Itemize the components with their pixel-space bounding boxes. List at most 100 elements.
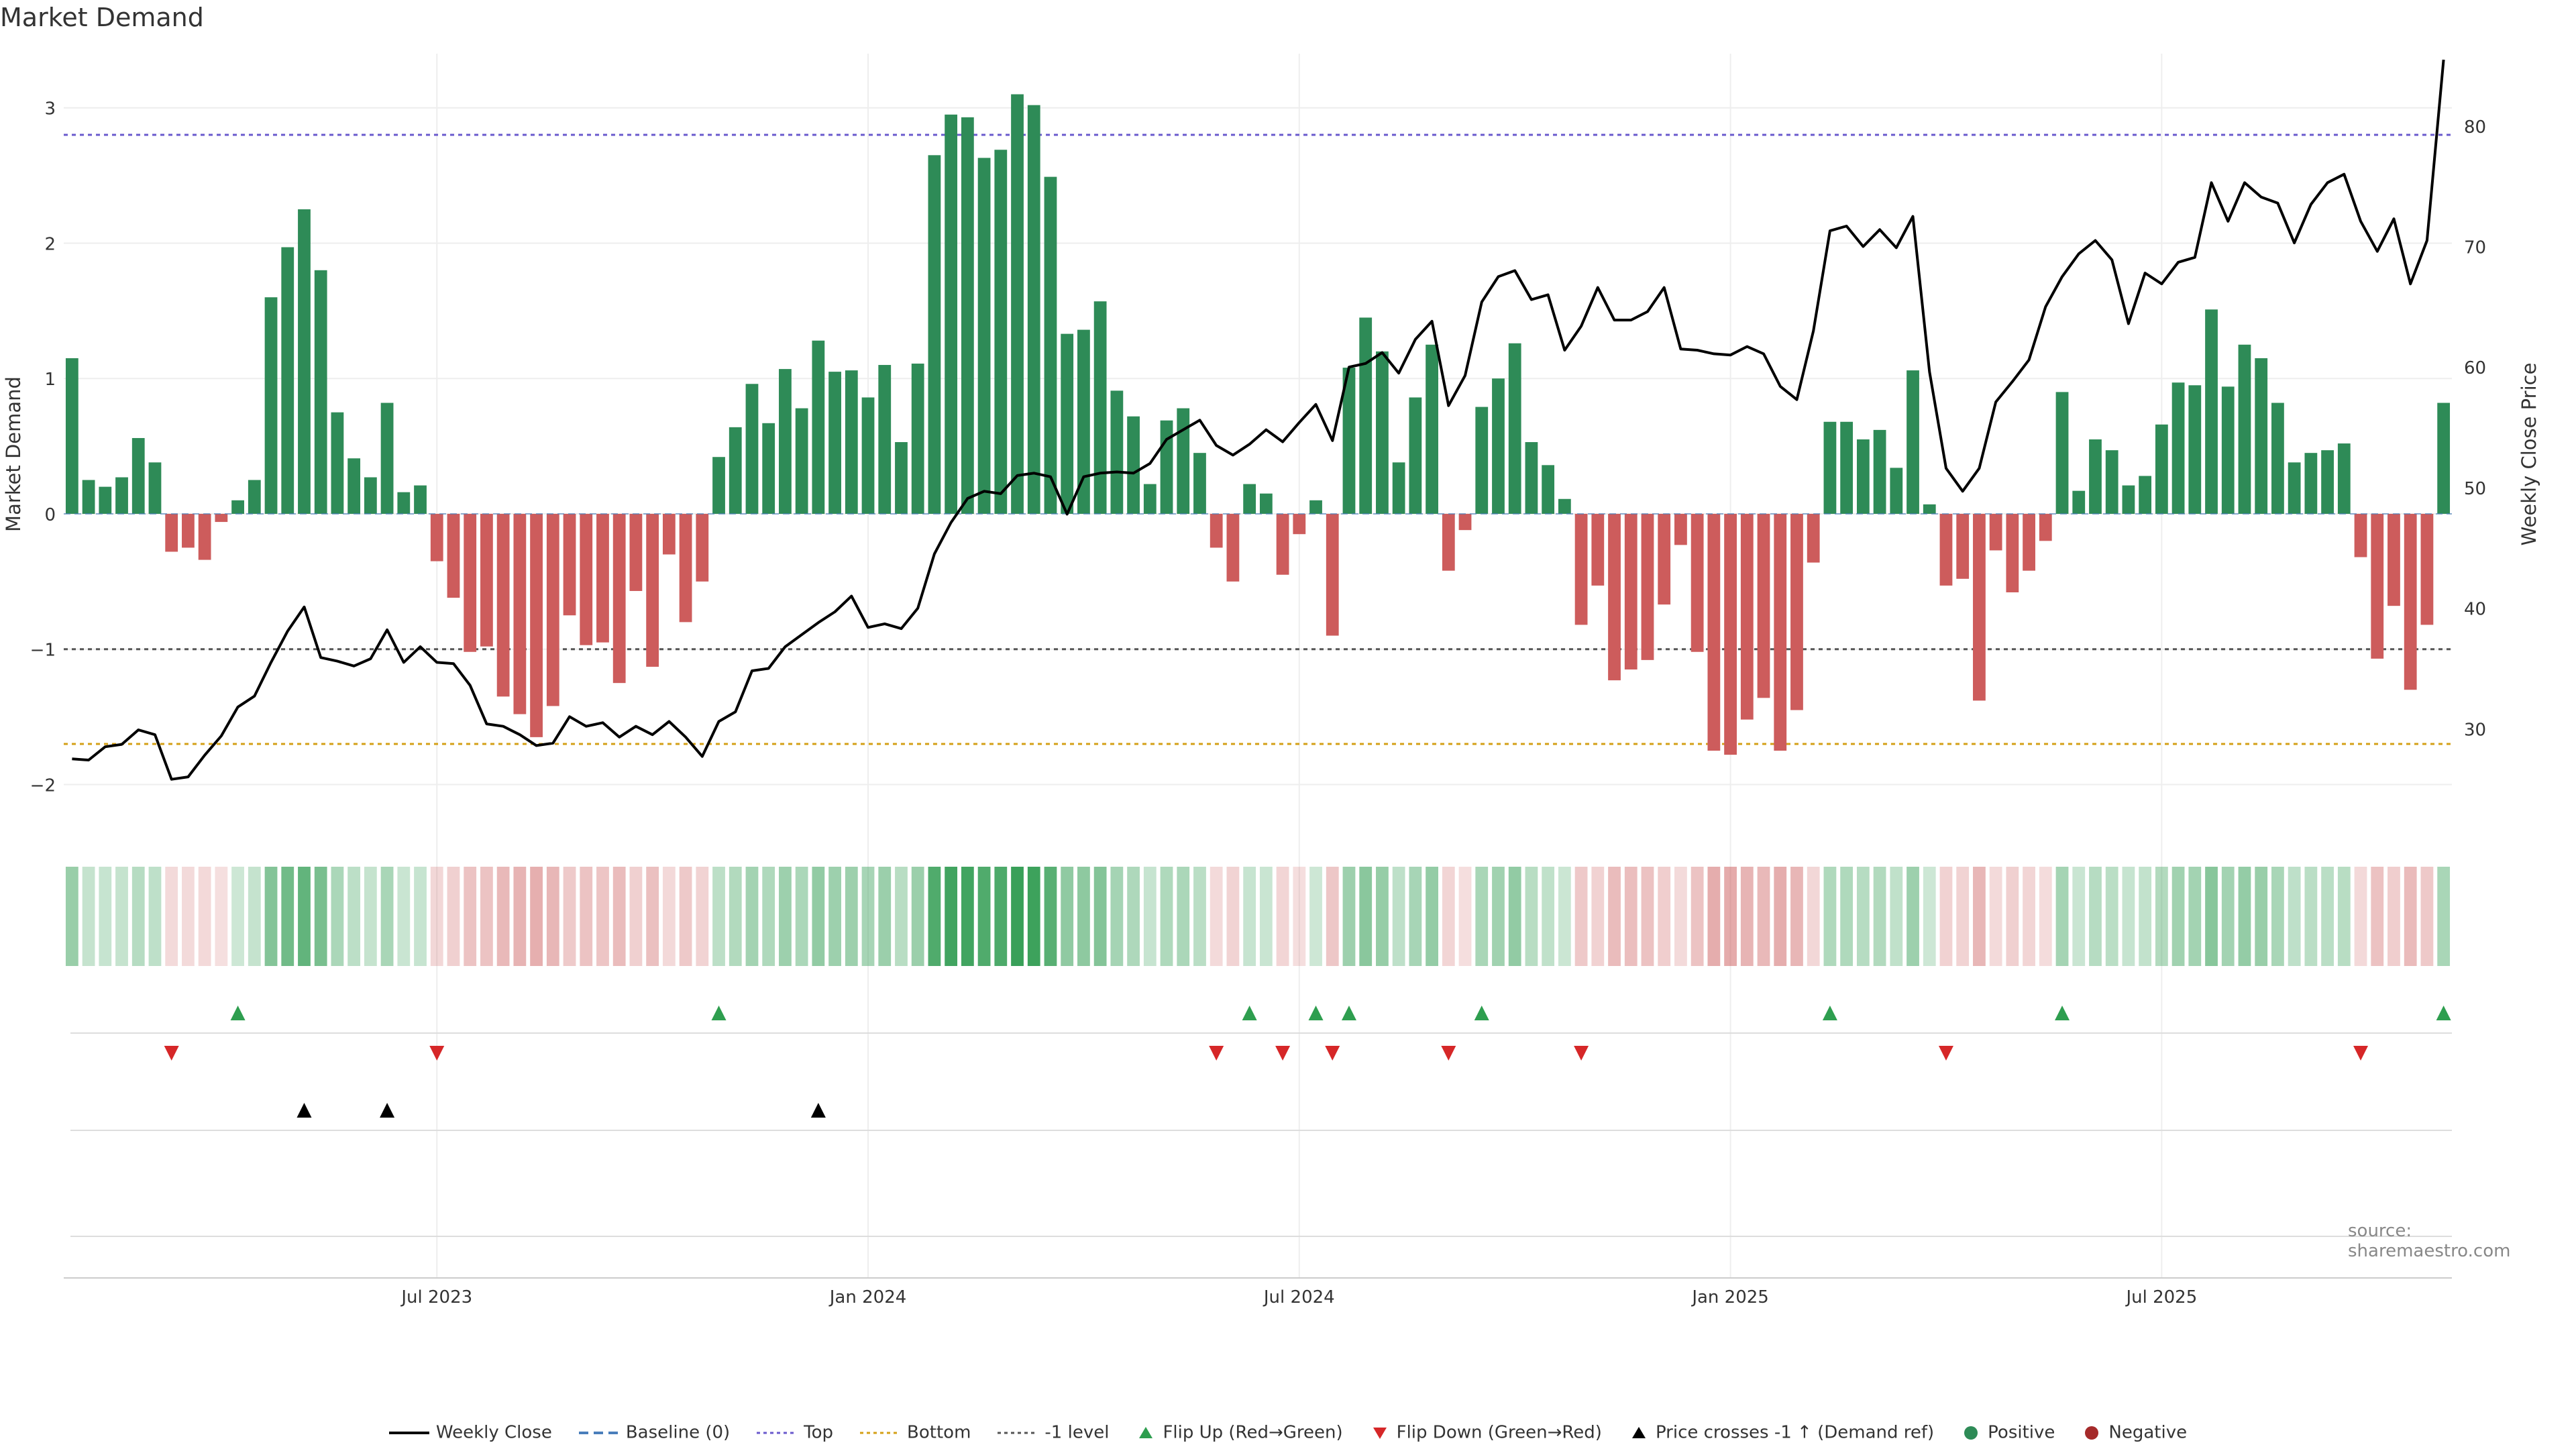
demand-bar	[314, 270, 327, 514]
demand-bar	[1210, 513, 1223, 548]
y2-tick-label: 50	[2464, 479, 2486, 499]
flip-up-marker	[230, 1006, 246, 1020]
demand-bar	[1276, 513, 1289, 575]
demand-bar	[1774, 513, 1787, 751]
heat-cell	[2221, 867, 2235, 966]
heat-cell	[148, 867, 162, 966]
heat-cell	[314, 867, 327, 966]
demand-bar	[1392, 462, 1405, 514]
x-tick-label: Jul 2023	[400, 1287, 472, 1307]
demand-bar	[762, 423, 775, 514]
heat-cell	[496, 867, 510, 966]
heat-cell	[1674, 867, 1687, 966]
heat-cell	[1558, 867, 1571, 966]
demand-bar	[1558, 498, 1571, 514]
demand-bar	[1856, 439, 1870, 514]
demand-bar	[264, 297, 278, 514]
x-tick-label: Jan 2025	[1690, 1287, 1769, 1307]
demand-bar	[712, 457, 725, 514]
heat-cell	[2354, 867, 2367, 966]
heat-cell	[2255, 867, 2268, 966]
heat-cell	[1442, 867, 1455, 966]
legend-label: Positive	[1988, 1422, 2055, 1443]
heat-cell	[1293, 867, 1306, 966]
heat-cell	[2304, 867, 2318, 966]
demand-bar	[331, 412, 344, 514]
x-tick-label: Jul 2025	[2125, 1287, 2197, 1307]
demand-bar	[1458, 513, 1472, 531]
heat-cell	[1309, 867, 1322, 966]
source-label: source: sharemaestro.com	[2348, 1221, 2511, 1261]
demand-bar	[2221, 386, 2235, 514]
heat-cell	[464, 867, 477, 966]
demand-bar	[828, 372, 841, 514]
heat-cell	[1807, 867, 1820, 966]
demand-bar	[612, 513, 626, 684]
demand-bar	[2321, 450, 2334, 514]
heat-cell	[662, 867, 676, 966]
heat-cell	[911, 867, 924, 966]
heat-cell	[795, 867, 808, 966]
demand-bar	[1475, 407, 1489, 514]
demand-bar	[397, 492, 411, 514]
demand-bar	[1426, 344, 1438, 514]
heat-cell	[165, 867, 178, 966]
demand-bar	[2288, 462, 2301, 514]
heat-cell	[215, 867, 228, 966]
heat-cell	[1110, 867, 1124, 966]
legend-item: Negative	[2082, 1422, 2187, 1443]
heat-cell	[182, 867, 195, 966]
flip-down-marker	[164, 1046, 179, 1061]
demand-bar	[2155, 424, 2168, 514]
demand-bar	[812, 340, 825, 514]
demand-bar	[2255, 358, 2268, 514]
heat-cell	[629, 867, 643, 966]
demand-bar	[1591, 513, 1605, 586]
heat-cell	[612, 867, 626, 966]
heat-cell	[82, 867, 95, 966]
heat-cell	[779, 867, 792, 966]
heat-cell	[2387, 867, 2400, 966]
heat-cell	[1326, 867, 1339, 966]
demand-bar	[1989, 513, 2002, 551]
heat-cell	[1160, 867, 1173, 966]
heat-cell	[2039, 867, 2052, 966]
flip-up-marker	[1242, 1006, 1257, 1020]
demand-bar	[1110, 390, 1124, 514]
demand-bar	[1342, 368, 1356, 514]
legend-item: Price crosses -1 ↑ (Demand ref)	[1629, 1422, 1934, 1443]
heat-cell	[1093, 867, 1107, 966]
heat-cell	[1143, 867, 1157, 966]
demand-bar	[1160, 420, 1173, 514]
heat-cell	[1210, 867, 1223, 966]
heat-cell	[762, 867, 775, 966]
heat-cell	[1690, 867, 1704, 966]
heat-cell	[861, 867, 875, 966]
heat-cell	[1259, 867, 1273, 966]
demand-bar	[447, 513, 460, 598]
y-tick-label: −1	[30, 641, 56, 661]
heat-cell	[1525, 867, 1538, 966]
demand-bar	[2238, 344, 2251, 514]
demand-bar	[1492, 378, 1505, 514]
demand-bar	[1890, 468, 1903, 514]
demand-bar	[1077, 329, 1090, 514]
demand-bar	[1177, 408, 1190, 514]
demand-bar	[2271, 402, 2284, 514]
heat-cell	[1707, 867, 1721, 966]
heat-cell	[1226, 867, 1240, 966]
demand-bar	[629, 513, 643, 591]
demand-bar	[1226, 513, 1240, 582]
demand-bar	[513, 513, 527, 714]
flip-up-marker	[1474, 1006, 1489, 1020]
heat-cell	[99, 867, 112, 966]
demand-bar	[148, 462, 162, 514]
demand-bar	[2437, 402, 2451, 514]
legend-item: Bottom	[860, 1422, 971, 1443]
demand-bar	[1243, 484, 1256, 514]
heat-cell	[977, 867, 991, 966]
heat-cell	[1077, 867, 1090, 966]
heat-cell	[1574, 867, 1588, 966]
heat-cell	[2122, 867, 2135, 966]
